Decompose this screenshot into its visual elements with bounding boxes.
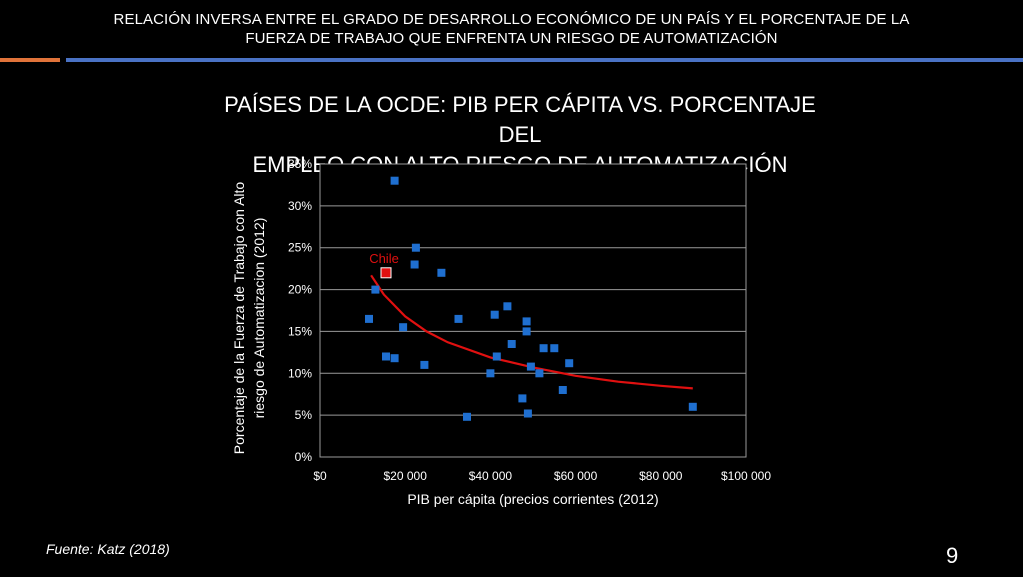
y-axis-label-line-2: riesgo de Automatizacion (2012) (251, 218, 267, 419)
plot-area (319, 163, 747, 458)
y-tick-label: 10% (288, 366, 312, 380)
x-tick-label: $100 000 (721, 469, 771, 483)
chart-title-line-1: PAÍSES DE LA OCDE: PIB PER CÁPITA VS. PO… (224, 92, 816, 147)
data-point (410, 260, 419, 269)
slide-header-line-2: FUERZA DE TRABAJO QUE ENFRENTA UN RIESGO… (245, 30, 778, 47)
data-point (390, 176, 399, 185)
data-point (526, 362, 535, 371)
data-point (492, 352, 501, 361)
chile-point (380, 267, 392, 279)
data-point (365, 314, 373, 323)
x-axis-label: PIB per cápita (precios corrientes (2012… (407, 491, 658, 507)
accent-bar-blue (66, 58, 1023, 62)
data-point (688, 402, 697, 411)
data-point (518, 394, 527, 403)
data-point (463, 412, 471, 421)
x-tick-label: $80 000 (639, 469, 683, 483)
data-point (522, 317, 531, 326)
data-point (565, 359, 574, 368)
data-point (411, 243, 420, 252)
gridlines (320, 205, 746, 416)
data-point (539, 344, 548, 353)
tick-labels: 0% 5% 10% 15% 20% 25% 30% 35% $0 $20 000 $40 000 $6… (288, 157, 771, 483)
data-point (550, 344, 559, 353)
data-point (371, 285, 380, 294)
data-point (486, 369, 495, 378)
source-citation: Fuente: Katz (2018) (46, 541, 170, 557)
slide-header: RELACIÓN INVERSA ENTRE EL GRADO DE DESAR… (0, 10, 1023, 48)
data-point (522, 327, 531, 336)
y-tick-label: 5% (295, 408, 313, 422)
data-point (507, 340, 516, 348)
data-point (390, 354, 399, 363)
y-tick-label: 35% (288, 157, 312, 171)
data-point (399, 323, 408, 332)
y-tick-label: 20% (288, 283, 312, 297)
y-tick-label: 15% (288, 324, 312, 338)
y-tick-label: 30% (288, 199, 312, 213)
data-points (365, 176, 697, 421)
x-tick-label: $40 000 (469, 469, 513, 483)
data-point (437, 268, 446, 277)
page-number: 9 (946, 543, 959, 568)
data-point (382, 352, 390, 361)
x-tick-label: $20 000 (384, 469, 428, 483)
y-axis-label-line-1: Porcentaje de la Fuerza de Trabajo con A… (231, 182, 247, 455)
accent-bar-orange (0, 58, 60, 62)
chile-label: Chile (369, 251, 399, 266)
data-point (535, 369, 544, 378)
data-point (558, 386, 567, 394)
data-point (420, 360, 429, 369)
data-point (523, 409, 532, 418)
data-point (503, 302, 512, 311)
data-point (490, 310, 499, 319)
data-point (454, 314, 463, 323)
x-tick-label: $60 000 (554, 469, 598, 483)
y-tick-label: 0% (295, 450, 313, 464)
x-tick-label: $0 (313, 469, 327, 483)
slide-header-line-1: RELACIÓN INVERSA ENTRE EL GRADO DE DESAR… (113, 11, 910, 28)
trendline (370, 274, 693, 390)
y-tick-label: 25% (288, 241, 312, 255)
